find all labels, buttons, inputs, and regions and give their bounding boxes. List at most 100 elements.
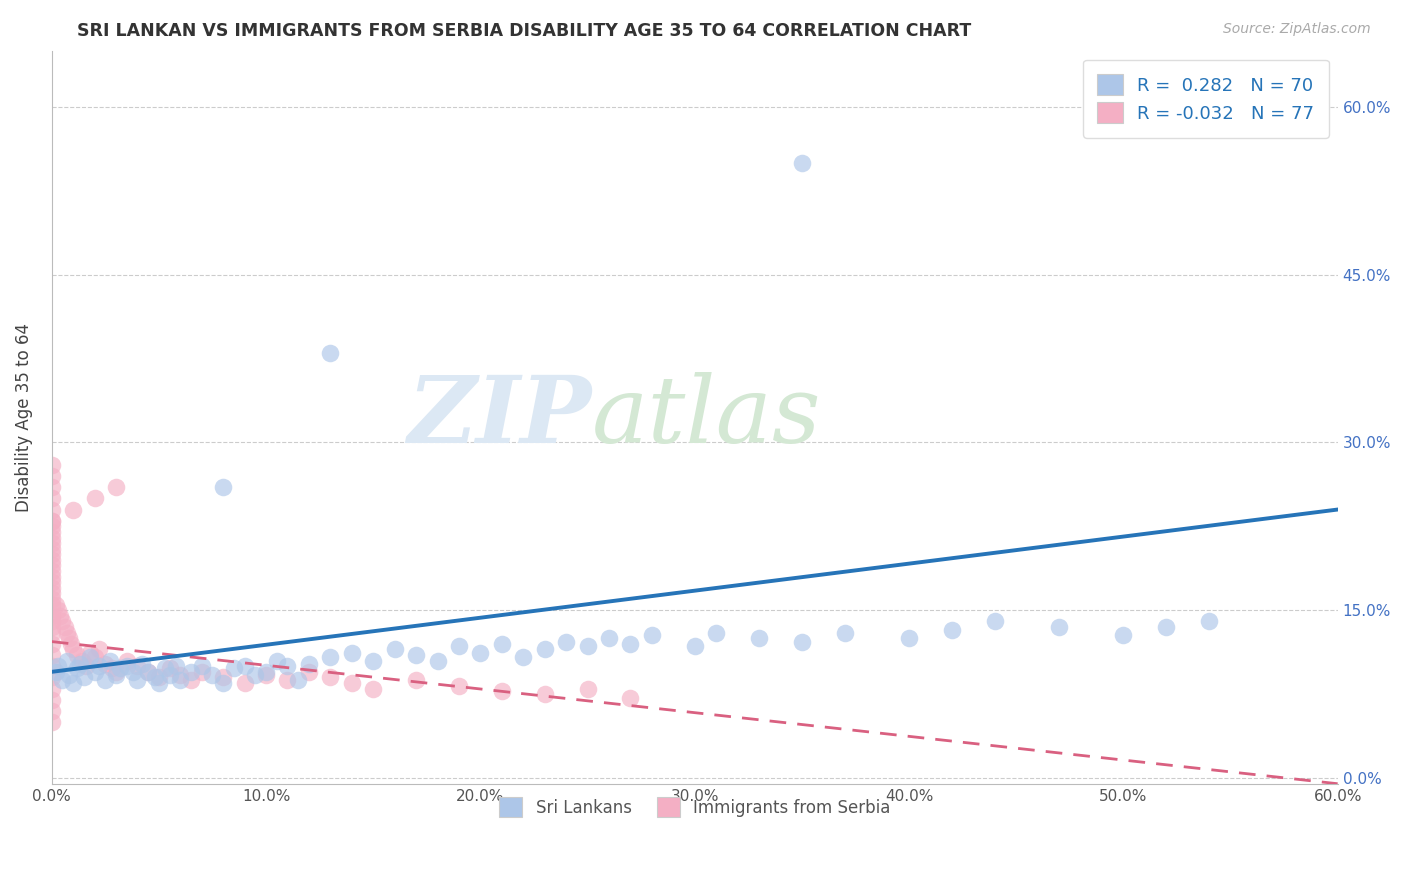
Point: [41, 558, 63, 573]
Point: [41, 637, 63, 651]
Point: [191, 659, 214, 673]
Point: [405, 673, 427, 687]
Point: [41, 536, 63, 550]
Point: [941, 624, 963, 638]
Point: [136, 665, 159, 679]
Point: [319, 650, 342, 665]
Legend: Sri Lankans, Immigrants from Serbia: Sri Lankans, Immigrants from Serbia: [489, 788, 901, 827]
Point: [41, 615, 63, 629]
Point: [110, 661, 132, 675]
Point: [62, 642, 84, 657]
Point: [165, 659, 187, 673]
Point: [46, 603, 69, 617]
Point: [704, 625, 727, 640]
Point: [619, 637, 641, 651]
Point: [79, 650, 101, 665]
Point: [533, 642, 555, 657]
Point: [298, 657, 321, 671]
Point: [683, 639, 706, 653]
Point: [222, 661, 245, 675]
Point: [41, 625, 63, 640]
Point: [70, 654, 93, 668]
Point: [60, 637, 83, 651]
Point: [276, 659, 298, 673]
Text: ZIP: ZIP: [408, 372, 592, 462]
Point: [1112, 628, 1135, 642]
Point: [233, 676, 256, 690]
Point: [245, 668, 267, 682]
Point: [533, 687, 555, 701]
Point: [266, 654, 288, 668]
Point: [46, 659, 69, 673]
Point: [405, 648, 427, 662]
Point: [41, 491, 63, 506]
Point: [233, 659, 256, 673]
Point: [49, 608, 72, 623]
Point: [447, 679, 470, 693]
Point: [361, 654, 384, 668]
Point: [94, 673, 117, 687]
Point: [41, 469, 63, 483]
Point: [75, 659, 97, 673]
Point: [576, 681, 599, 696]
Point: [41, 514, 63, 528]
Point: [470, 646, 492, 660]
Point: [62, 502, 84, 516]
Point: [127, 673, 149, 687]
Point: [361, 681, 384, 696]
Point: [41, 704, 63, 718]
Point: [384, 642, 406, 657]
Point: [105, 668, 128, 682]
Point: [83, 491, 105, 506]
Point: [1198, 615, 1220, 629]
Point: [41, 575, 63, 590]
Point: [41, 592, 63, 607]
Point: [51, 673, 73, 687]
Point: [191, 665, 214, 679]
Point: [41, 480, 63, 494]
Point: [41, 670, 63, 684]
Point: [148, 676, 170, 690]
Point: [319, 670, 342, 684]
Point: [55, 654, 77, 668]
Point: [45, 598, 67, 612]
Point: [41, 620, 63, 634]
Point: [83, 650, 105, 665]
Point: [790, 155, 813, 169]
Point: [58, 632, 80, 646]
Point: [41, 553, 63, 567]
Point: [180, 665, 202, 679]
Point: [159, 668, 181, 682]
Point: [105, 480, 128, 494]
Y-axis label: Disability Age 35 to 64: Disability Age 35 to 64: [15, 323, 32, 512]
Point: [69, 657, 91, 671]
Point: [1154, 620, 1177, 634]
Point: [41, 541, 63, 556]
Text: atlas: atlas: [592, 372, 821, 462]
Point: [41, 659, 63, 673]
Point: [340, 676, 363, 690]
Point: [212, 676, 235, 690]
Point: [58, 668, 80, 682]
Point: [254, 665, 277, 679]
Point: [555, 634, 578, 648]
Point: [148, 670, 170, 684]
Point: [87, 642, 110, 657]
Point: [155, 661, 177, 675]
Point: [169, 673, 191, 687]
Point: [41, 586, 63, 600]
Point: [983, 615, 1005, 629]
Point: [66, 661, 89, 675]
Point: [201, 668, 224, 682]
Point: [105, 665, 128, 679]
Point: [41, 648, 63, 662]
Point: [598, 632, 620, 646]
Point: [41, 458, 63, 472]
Point: [790, 634, 813, 648]
Point: [41, 693, 63, 707]
Point: [641, 628, 664, 642]
Point: [94, 657, 117, 671]
Point: [55, 625, 77, 640]
Point: [41, 524, 63, 539]
Point: [127, 659, 149, 673]
